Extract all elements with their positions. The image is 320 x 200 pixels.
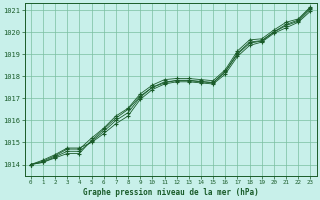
X-axis label: Graphe pression niveau de la mer (hPa): Graphe pression niveau de la mer (hPa) <box>83 188 259 197</box>
